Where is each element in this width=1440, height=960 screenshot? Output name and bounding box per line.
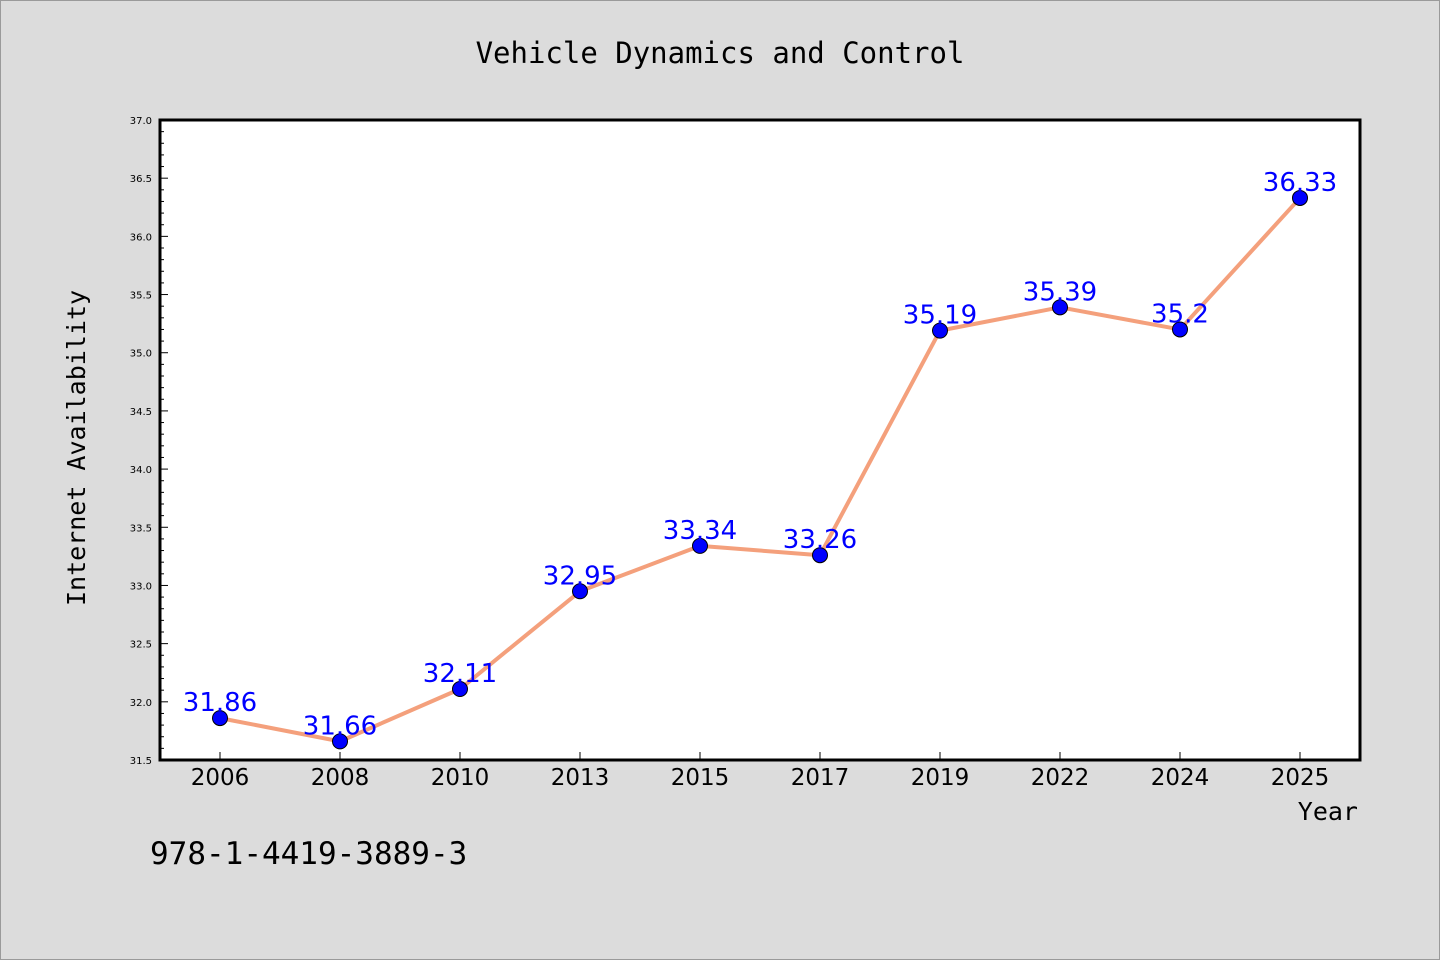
data-point <box>572 583 588 600</box>
data-label-layer: 31.86 31.66 32.11 32.95 33.34 33.26 35.19 35.39… <box>183 168 1337 741</box>
data-point <box>692 537 708 554</box>
data-point <box>1052 299 1068 316</box>
data-label: 36.33 <box>1263 168 1337 198</box>
data-point <box>452 681 468 698</box>
y-tick-label: 36.0 <box>130 232 152 243</box>
y-tick-label: 36.5 <box>130 174 152 185</box>
data-label: 33.26 <box>783 525 857 555</box>
x-tick-label: 2024 <box>1151 765 1210 791</box>
y-tick-label: 32.0 <box>130 698 152 709</box>
data-label: 31.66 <box>303 711 377 741</box>
data-label: 35.19 <box>903 301 977 331</box>
data-label: 35.39 <box>1023 277 1097 307</box>
x-tick-label: 2010 <box>431 765 490 791</box>
x-tick-label: 2015 <box>671 765 730 791</box>
x-tick-label: 2019 <box>911 765 970 791</box>
y-tick-label: 31.5 <box>130 756 152 767</box>
y-tick-label: 35.5 <box>130 291 152 302</box>
y-axis-ticks: 31.5 32.0 32.5 33.0 33.5 34.0 34.5 35.0 35.5 36.0… <box>130 116 168 767</box>
y-axis-label: Internet Availability <box>62 290 91 606</box>
x-tick-label: 2025 <box>1271 765 1330 791</box>
data-point <box>332 733 348 750</box>
x-tick-label: 2022 <box>1031 765 1090 791</box>
data-point <box>1172 321 1188 338</box>
data-label: 33.34 <box>663 516 737 546</box>
y-tick-label: 37.0 <box>130 116 152 127</box>
data-point <box>212 710 228 727</box>
series-layer <box>212 189 1308 750</box>
data-point <box>932 322 948 339</box>
y-tick-label: 32.5 <box>130 640 152 651</box>
x-tick-label: 2017 <box>791 765 850 791</box>
y-tick-label: 33.5 <box>130 523 152 534</box>
x-tick-label: 2008 <box>311 765 370 791</box>
data-point <box>812 547 828 564</box>
data-label: 32.95 <box>543 561 617 591</box>
series-line <box>218 195 1302 744</box>
y-tick-label: 34.0 <box>130 465 152 476</box>
data-label: 35.2 <box>1151 299 1209 329</box>
chart-title: Vehicle Dynamics and Control <box>476 36 965 70</box>
x-axis-label: Year <box>1298 797 1358 826</box>
footer-isbn: 978-1-4419-3889-3 <box>150 836 467 872</box>
y-tick-label: 34.5 <box>130 407 152 418</box>
data-label: 31.86 <box>183 688 257 718</box>
y-tick-label: 33.0 <box>130 581 152 592</box>
plot-area <box>160 120 1360 760</box>
data-point <box>1292 189 1308 206</box>
x-axis-ticks: 2006 2008 2010 2013 2015 2017 2019 2022 2024 2025 <box>191 752 1330 791</box>
y-tick-label: 35.0 <box>130 349 152 360</box>
data-label: 32.11 <box>423 659 497 689</box>
x-tick-label: 2013 <box>551 765 610 791</box>
plot-border <box>158 118 1362 762</box>
x-tick-label: 2006 <box>191 765 250 791</box>
